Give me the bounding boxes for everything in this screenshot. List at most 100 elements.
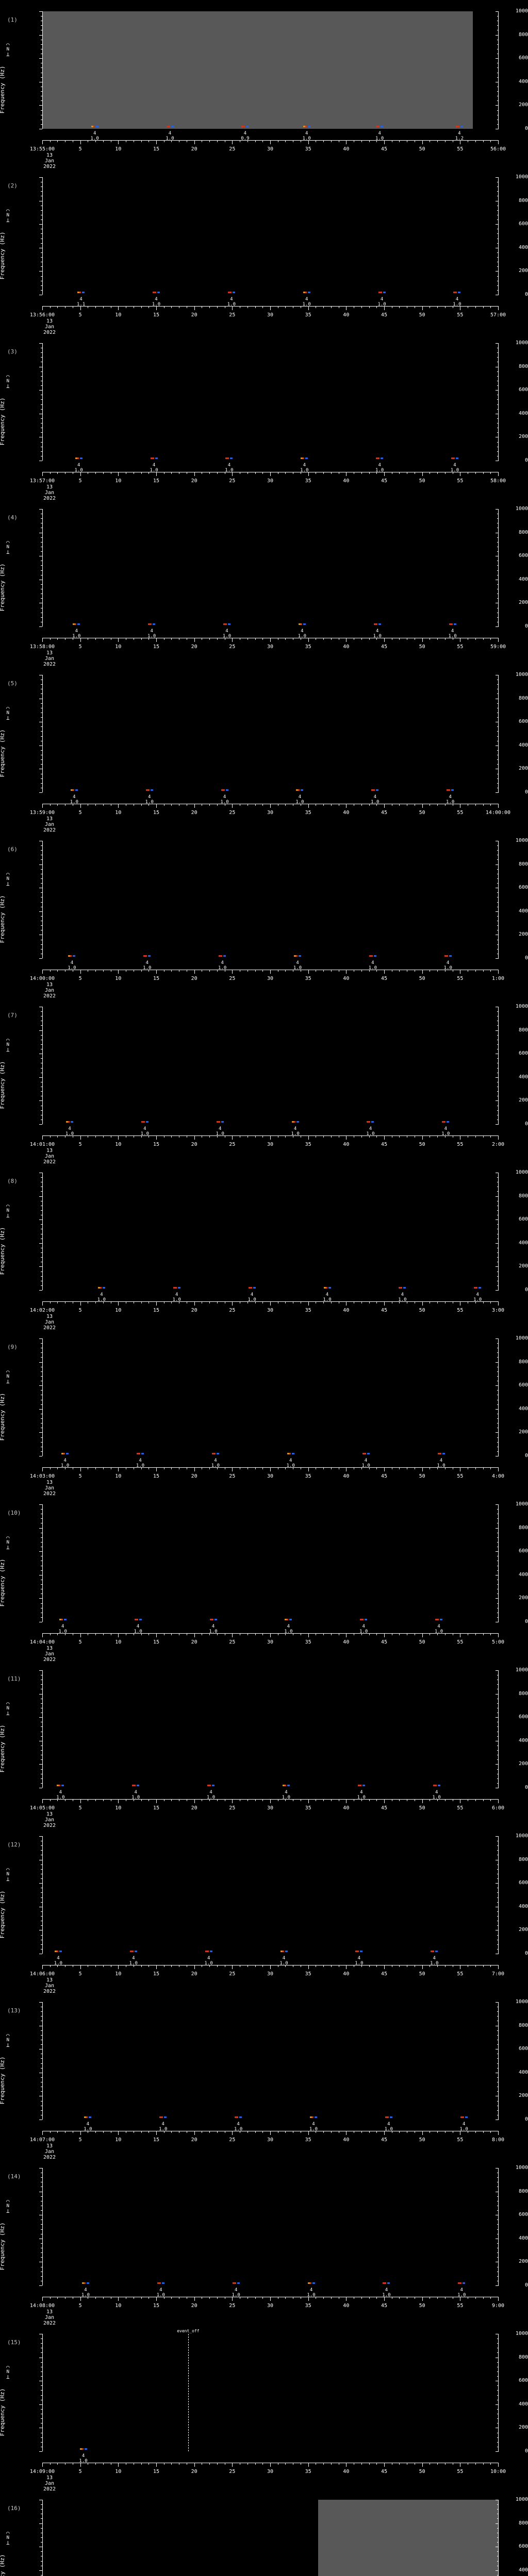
x-tick-minor	[331, 2297, 332, 2299]
y-tick-minor	[41, 2343, 42, 2344]
marker-value-label: 1.0	[84, 2127, 92, 2132]
x-tick-major	[498, 2131, 499, 2135]
y-tick-minor	[41, 1783, 42, 1784]
y-tick-minor-right	[497, 1916, 499, 1917]
x-tick-label: 15	[153, 478, 160, 484]
x-tick-label: 5	[78, 1971, 82, 1977]
x-tick-label: 40	[343, 644, 350, 650]
y-tick-label: 600	[518, 387, 528, 393]
detection-marker-blue	[437, 1785, 440, 1786]
marker-count-label: 4	[148, 794, 151, 800]
y-tick-label: 200	[518, 1429, 528, 1435]
y-tick-minor	[41, 759, 42, 760]
detection-marker-orange	[84, 2116, 87, 2118]
x-tick-major	[194, 1633, 195, 1637]
x-tick-major	[384, 472, 385, 476]
x-tick-label: 45	[381, 146, 388, 152]
x-tick-minor	[399, 1633, 400, 1635]
y-tick-minor-right	[497, 2509, 499, 2510]
detection-marker-blue	[177, 1287, 180, 1289]
marker-value-label: 1.0	[295, 800, 304, 805]
y-tick-minor-right	[497, 1845, 499, 1846]
y-tick-minor	[41, 1750, 42, 1751]
y-tick-major-right	[496, 1124, 499, 1125]
x-tick-minor	[376, 1799, 377, 1801]
x-tick-major	[232, 1799, 233, 1803]
y-tick-minor	[41, 2442, 42, 2443]
marker-count-label: 4	[289, 1458, 292, 1463]
x-tick-minor	[490, 638, 491, 640]
date-day: 13	[46, 1646, 53, 1651]
x-tick-minor	[95, 2131, 96, 2133]
x-tick-minor	[255, 1301, 256, 1303]
detection-marker-red	[458, 2282, 462, 2284]
x-tick-label: 40	[343, 312, 350, 318]
y-axis-spine-left	[42, 1836, 43, 1954]
y-tick-minor-right	[497, 357, 499, 358]
detection-marker-orange	[54, 1951, 57, 1952]
x-tick-minor	[255, 1633, 256, 1635]
marker-count-label: 4	[63, 1458, 67, 1463]
y-tick-label: 1000	[515, 1004, 528, 1009]
x-tick-major	[156, 1467, 157, 1471]
detection-marker-orange	[323, 1287, 326, 1289]
marker-count-label: 4	[453, 463, 456, 468]
x-tick-minor	[209, 1136, 210, 1138]
y-tick-minor-right	[497, 1011, 499, 1012]
y-tick-minor	[41, 1035, 42, 1036]
y-tick-minor	[41, 892, 42, 893]
detection-marker-red	[241, 126, 245, 127]
x-tick-minor	[148, 1301, 150, 1303]
x-axis-date-label: 13 Jan 2022	[43, 816, 56, 833]
y-tick-major-right	[496, 1077, 499, 1078]
y-tick-minor	[41, 1603, 42, 1604]
y-tick-label: 600	[518, 1880, 528, 1886]
x-tick-minor	[209, 804, 210, 806]
x-tick-minor	[262, 2297, 263, 2299]
x-tick-minor	[50, 1965, 51, 1967]
y-tick-minor-right	[497, 2044, 499, 2045]
y-tick-major	[39, 1670, 42, 1671]
detection-marker-blue	[137, 1785, 140, 1786]
y-tick-major-right	[496, 35, 499, 36]
marker-value-label: 1.0	[129, 1961, 138, 1966]
y-tick-minor-right	[497, 2067, 499, 2069]
marker-count-label: 4	[145, 960, 149, 965]
x-tick-minor	[262, 970, 263, 972]
y-tick-major-right	[496, 1243, 499, 1244]
x-tick-minor	[490, 2463, 491, 2465]
y-tick-minor	[41, 778, 42, 779]
y-tick-major-right	[496, 1385, 499, 1386]
x-tick-major	[498, 804, 499, 808]
y-tick-minor-right	[497, 2030, 499, 2031]
x-tick-major	[118, 472, 119, 476]
x-tick-minor	[255, 2297, 256, 2299]
y-tick-minor	[41, 233, 42, 234]
x-tick-minor	[95, 1301, 96, 1303]
y-tick-major-right	[496, 177, 499, 178]
x-tick-minor	[50, 804, 51, 806]
y-tick-minor-right	[497, 1944, 499, 1945]
y-tick-minor-right	[497, 1684, 499, 1685]
marker-value-label: 1.0	[368, 965, 377, 971]
x-tick-label: 25	[229, 1639, 236, 1645]
x-tick-minor	[483, 970, 484, 972]
x-tick-label: 25	[229, 1971, 236, 1977]
plot-area	[42, 177, 498, 295]
y-tick-minor-right	[497, 892, 499, 893]
y-tick-minor	[41, 77, 42, 78]
y-tick-minor	[41, 1404, 42, 1405]
x-tick-major	[80, 306, 81, 310]
x-tick-minor	[217, 804, 218, 806]
x-tick-minor	[95, 1136, 96, 1138]
x-tick-major	[308, 638, 309, 642]
y-tick-minor-right	[497, 736, 499, 737]
x-tick-label: 13:58:00	[29, 644, 55, 650]
x-tick-label: 15	[153, 146, 160, 152]
y-axis-spine-right	[498, 675, 499, 792]
x-tick-label: 35	[305, 312, 311, 318]
x-tick-minor	[171, 1633, 172, 1635]
x-tick-minor	[103, 1467, 104, 1469]
x-tick-label: 50	[419, 478, 425, 484]
marker-count-label: 4	[364, 1458, 368, 1463]
